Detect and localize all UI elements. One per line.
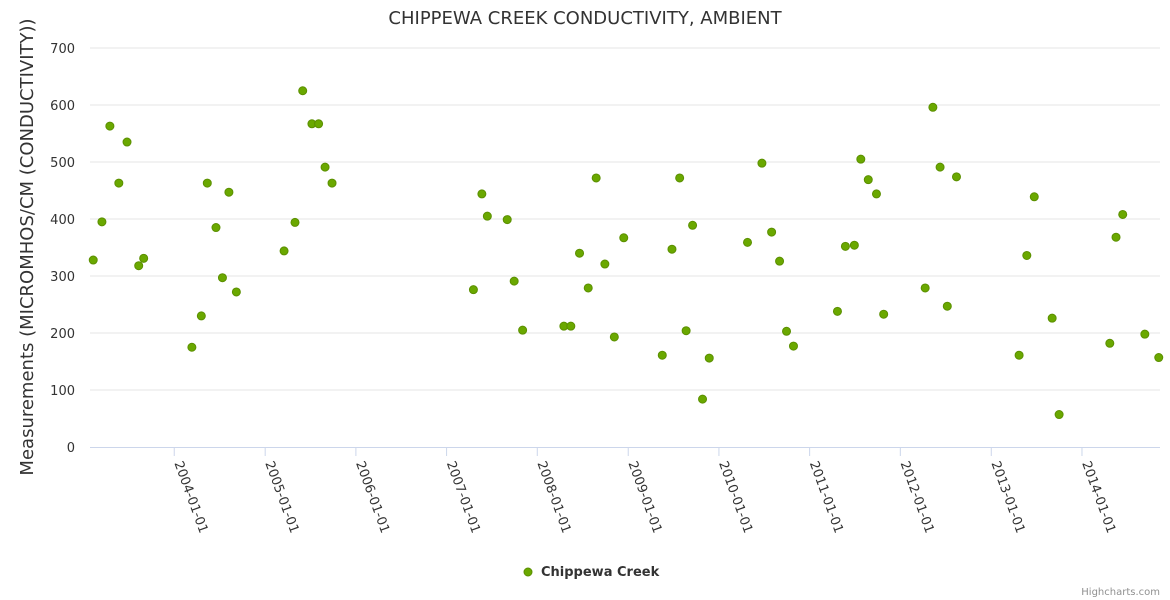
data-point[interactable]	[609, 332, 619, 342]
data-point[interactable]	[782, 326, 792, 336]
data-point[interactable]	[856, 154, 866, 164]
data-point[interactable]	[667, 244, 677, 254]
data-point[interactable]	[482, 211, 492, 221]
data-point[interactable]	[327, 178, 337, 188]
data-point[interactable]	[114, 178, 124, 188]
data-point[interactable]	[704, 353, 714, 363]
data-point[interactable]	[935, 162, 945, 172]
y-tick-label: 100	[50, 384, 75, 399]
data-point[interactable]	[1014, 350, 1024, 360]
data-point[interactable]	[566, 321, 576, 331]
data-point[interactable]	[951, 172, 961, 182]
data-point[interactable]	[1022, 250, 1032, 260]
data-point[interactable]	[1140, 329, 1150, 339]
data-point[interactable]	[1029, 192, 1039, 202]
x-tick-label: 2004-01-01	[170, 459, 210, 535]
highcharts-credit-link[interactable]: Highcharts.com	[1081, 587, 1160, 598]
data-point[interactable]	[1154, 353, 1164, 363]
data-point[interactable]	[134, 261, 144, 271]
data-point[interactable]	[290, 217, 300, 227]
y-tick-label: 0	[67, 441, 75, 456]
data-point[interactable]	[942, 301, 952, 311]
data-point[interactable]	[788, 341, 798, 351]
legend-item-chippewa-creek[interactable]: Chippewa Creek	[523, 565, 660, 580]
x-tick-label: 2009-01-01	[624, 459, 664, 535]
data-point[interactable]	[468, 285, 478, 295]
chart-title: CHIPPEWA CREEK CONDUCTIVITY, AMBIENT	[388, 8, 782, 29]
legend-label: Chippewa Creek	[541, 565, 660, 580]
data-point[interactable]	[97, 217, 107, 227]
data-point[interactable]	[920, 283, 930, 293]
data-point[interactable]	[1054, 410, 1064, 420]
data-point[interactable]	[279, 246, 289, 256]
data-point[interactable]	[688, 220, 698, 230]
y-tick-label: 200	[50, 327, 75, 342]
data-point[interactable]	[231, 287, 241, 297]
x-tick-label: 2008-01-01	[534, 459, 574, 535]
x-tick-label: 2010-01-01	[715, 459, 755, 535]
data-point[interactable]	[681, 326, 691, 336]
data-point[interactable]	[224, 187, 234, 197]
data-point[interactable]	[88, 255, 98, 265]
data-point[interactable]	[122, 137, 132, 147]
data-point[interactable]	[518, 325, 528, 335]
data-point[interactable]	[698, 394, 708, 404]
y-axis-tick-labels: 0 100 200 300 400 500 600 700	[50, 42, 75, 456]
data-point[interactable]	[196, 311, 206, 321]
data-point[interactable]	[211, 223, 221, 233]
data-point[interactable]	[863, 175, 873, 185]
data-point[interactable]	[314, 119, 324, 129]
legend-marker	[523, 567, 533, 577]
data-point[interactable]	[298, 86, 308, 96]
data-point[interactable]	[675, 173, 685, 183]
data-point[interactable]	[743, 237, 753, 247]
y-axis-title: Measurements (MICROMHOS/CM (CONDUCTIVITY…	[17, 18, 38, 475]
y-tick-label: 600	[50, 99, 75, 114]
data-point[interactable]	[139, 253, 149, 263]
x-tick-label: 2006-01-01	[352, 459, 392, 535]
data-point[interactable]	[840, 241, 850, 251]
data-point[interactable]	[583, 283, 593, 293]
data-point[interactable]	[1105, 338, 1115, 348]
x-tick-label: 2011-01-01	[806, 459, 846, 535]
data-point[interactable]	[575, 248, 585, 258]
data-point[interactable]	[849, 240, 859, 250]
data-point[interactable]	[202, 178, 212, 188]
x-tick-label: 2013-01-01	[988, 459, 1028, 535]
data-point[interactable]	[619, 233, 629, 243]
data-point[interactable]	[1111, 232, 1121, 242]
data-point[interactable]	[657, 350, 667, 360]
y-tick-label: 700	[50, 42, 75, 57]
data-point[interactable]	[217, 273, 227, 283]
data-point[interactable]	[187, 342, 197, 352]
data-point[interactable]	[509, 276, 519, 286]
data-point[interactable]	[928, 102, 938, 112]
data-point[interactable]	[105, 121, 115, 131]
x-tick-label: 2007-01-01	[443, 459, 483, 535]
data-point[interactable]	[502, 215, 512, 225]
x-tick-label: 2005-01-01	[261, 459, 301, 535]
data-point[interactable]	[832, 306, 842, 316]
data-point[interactable]	[871, 189, 881, 199]
data-point[interactable]	[320, 162, 330, 172]
x-tick-label: 2014-01-01	[1078, 459, 1118, 535]
grid-lines	[90, 47, 1160, 391]
y-tick-label: 500	[50, 156, 75, 171]
y-tick-label: 300	[50, 270, 75, 285]
y-tick-label: 400	[50, 213, 75, 228]
series-chippewa-creek[interactable]	[88, 86, 1164, 420]
data-point[interactable]	[591, 173, 601, 183]
data-point[interactable]	[1047, 313, 1057, 323]
data-point[interactable]	[879, 309, 889, 319]
data-point[interactable]	[477, 189, 487, 199]
x-axis-ticks: 2004-01-01 2005-01-01 2006-01-01 2007-01-01…	[170, 447, 1118, 535]
data-point[interactable]	[767, 227, 777, 237]
data-point[interactable]	[775, 256, 785, 266]
data-point[interactable]	[757, 158, 767, 168]
data-point[interactable]	[1118, 209, 1128, 219]
data-point[interactable]	[600, 259, 610, 269]
x-tick-label: 2012-01-01	[897, 459, 937, 535]
